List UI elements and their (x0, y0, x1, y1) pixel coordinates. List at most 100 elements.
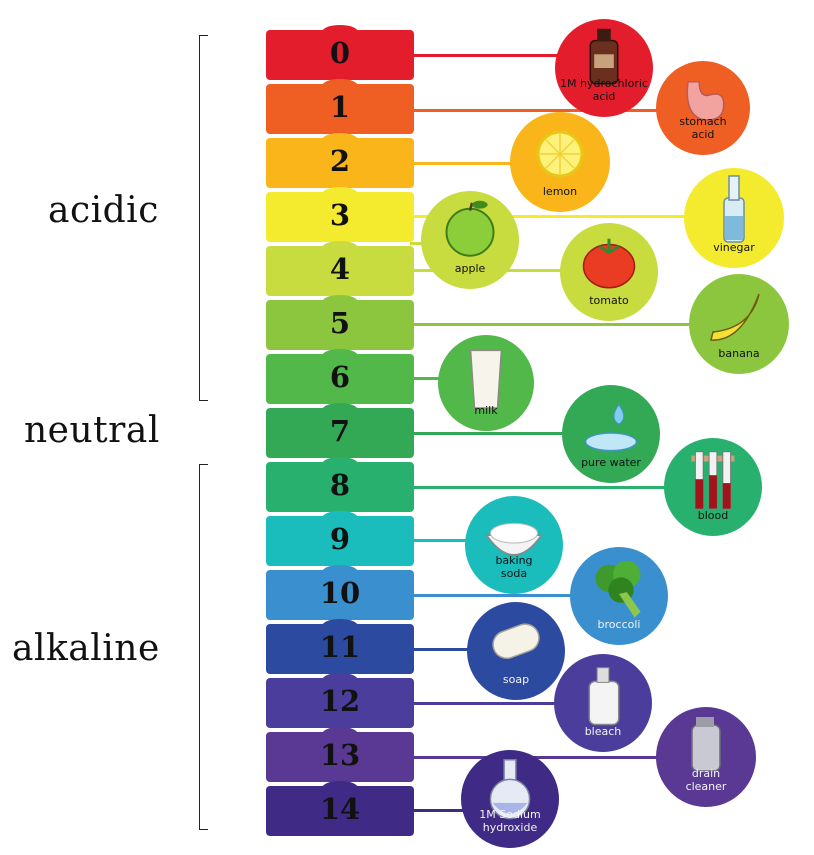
substance-1m-sodium-hydroxide: 1M Sodium hydroxide (461, 750, 559, 848)
substance-milk: milk (438, 335, 534, 431)
substance-label-line: apple (454, 262, 486, 275)
substance-1m-hydrochloric-acid: 1M hydrochloric acid (555, 19, 653, 117)
substance-label: pure water (562, 456, 660, 469)
sodium-hydroxide-flask-icon (489, 759, 531, 820)
connector-line (410, 162, 560, 165)
ph-bar-5: 5 (266, 295, 414, 350)
alkaline-bracket (199, 464, 208, 830)
ph-bar-14: 14 (266, 781, 414, 836)
substance-label-line: milk (474, 404, 498, 417)
baking-soda-bowl-icon (485, 522, 543, 556)
substance-label-line: banana (718, 347, 760, 360)
ph-value-label: 10 (319, 576, 361, 610)
ph-bar-notch (322, 187, 358, 201)
substance-label-line: bleach (584, 725, 622, 738)
substance-label: soap (467, 673, 565, 686)
ph-bar-notch (322, 295, 358, 309)
ph-bar-notch (322, 619, 358, 633)
ph-bar-notch (322, 79, 358, 93)
substance-tomato: tomato (560, 223, 658, 321)
acidic-label: acidic (48, 190, 159, 231)
substance-lemon: lemon (510, 112, 610, 212)
ph-bar-7: 7 (266, 403, 414, 458)
vinegar-bottle-icon (723, 175, 745, 243)
connector-line (410, 702, 603, 705)
ph-value-label: 12 (319, 684, 361, 718)
ph-bar-notch (322, 673, 358, 687)
ph-value-label: 6 (329, 360, 351, 394)
ph-bar-11: 11 (266, 619, 414, 674)
substance-label-line: baking (495, 554, 533, 567)
substance-pure-water: pure water (562, 385, 660, 483)
substance-baking-soda: baking soda (465, 496, 563, 594)
substance-label-line: lemon (542, 185, 578, 198)
substance-label: 1M Sodium hydroxide (461, 808, 559, 834)
ph-bar-notch (322, 511, 358, 525)
substance-banana: banana (689, 274, 789, 374)
ph-value-label: 4 (329, 252, 351, 286)
broccoli-icon (595, 560, 641, 618)
substance-label-line: soda (500, 567, 528, 580)
ph-bar-9: 9 (266, 511, 414, 566)
substance-label-line: drain (691, 767, 721, 780)
substance-label-line: vinegar (713, 241, 755, 254)
connector-line (410, 539, 514, 542)
apple-icon (445, 200, 495, 257)
connector-line (410, 269, 609, 272)
substance-label-line: broccoli (597, 618, 641, 631)
connector-line (410, 648, 516, 651)
ph-bar-notch (322, 25, 358, 39)
connector-line (410, 215, 734, 218)
substance-apple: apple (421, 191, 519, 289)
substance-label-line: pure water (581, 456, 641, 469)
lemon-icon (536, 130, 584, 178)
substance-label: stomach acid (656, 115, 750, 141)
connector-line (410, 486, 713, 489)
ph-bar-notch (322, 727, 358, 741)
ph-bar-notch (322, 349, 358, 363)
ph-bar-notch (322, 133, 358, 147)
substance-label: broccoli (570, 618, 668, 631)
ph-value-label: 14 (319, 792, 361, 826)
water-drop-icon (584, 403, 638, 452)
substance-label-line: cleaner (685, 780, 727, 793)
substance-label: lemon (510, 185, 610, 198)
substance-label: milk (438, 404, 534, 417)
banana-icon (710, 293, 760, 341)
ph-bar-3: 3 (266, 187, 414, 242)
connector-line (410, 594, 619, 597)
substance-bleach: bleach (554, 654, 652, 752)
ph-bar-12: 12 (266, 673, 414, 728)
substance-blood: blood (664, 438, 762, 536)
substance-label-line: soap (502, 673, 530, 686)
tomato-icon (582, 238, 636, 289)
substance-label-line: 1M Sodium (479, 808, 541, 821)
ph-value-label: 1 (329, 90, 351, 124)
substance-label-line: acid (691, 128, 715, 141)
milk-glass-icon (469, 349, 503, 409)
substance-label-line: blood (697, 509, 729, 522)
ph-bar-notch (322, 565, 358, 579)
substance-label: blood (664, 509, 762, 522)
substance-soap: soap (467, 602, 565, 700)
connector-line (410, 54, 604, 57)
ph-bar-4: 4 (266, 241, 414, 296)
substance-drain-cleaner: drain cleaner (656, 707, 756, 807)
ph-bar-notch (322, 781, 358, 795)
ph-bar-notch (322, 403, 358, 417)
ph-bar-6: 6 (266, 349, 414, 404)
ph-bar-10: 10 (266, 565, 414, 620)
substance-label-line: acid (592, 90, 616, 103)
neutral-label: neutral (24, 410, 160, 451)
ph-bar-0: 0 (266, 25, 414, 80)
substance-label: baking soda (465, 554, 563, 580)
ph-bar-1: 1 (266, 79, 414, 134)
substance-label: apple (421, 262, 519, 275)
connector-line (410, 756, 706, 759)
substance-broccoli: broccoli (570, 547, 668, 645)
substance-label-line: stomach (679, 115, 727, 128)
substance-label-line: hydroxide (482, 821, 538, 834)
hydrochloric-acid-bottle-icon (589, 28, 619, 85)
ph-bar-2: 2 (266, 133, 414, 188)
